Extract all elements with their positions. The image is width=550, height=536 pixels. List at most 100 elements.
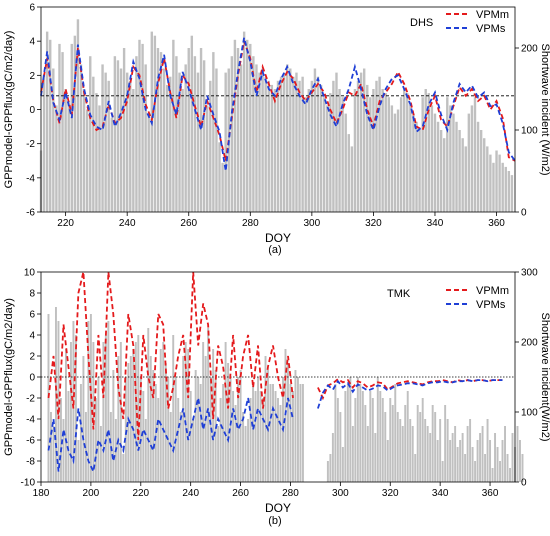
shortwave-bar <box>444 405 447 482</box>
shortwave-bar <box>391 405 394 482</box>
shortwave-bar <box>313 68 317 212</box>
shortwave-bar <box>298 80 301 212</box>
shortwave-bar <box>57 321 60 482</box>
shortwave-bar <box>381 398 384 482</box>
shortwave-bar <box>244 426 247 482</box>
shortwave-bar <box>441 461 444 482</box>
shortwave-bar <box>464 146 467 212</box>
y-left-tick-label: -2 <box>26 394 35 405</box>
shortwave-bar <box>510 175 514 212</box>
shortwave-bar <box>184 64 187 213</box>
shortwave-bar <box>489 154 492 212</box>
shortwave-bar <box>421 97 424 212</box>
y-left-tick-label: 0 <box>29 105 35 116</box>
x-tick-label: 340 <box>427 218 444 229</box>
shortwave-bar <box>258 72 261 212</box>
shortwave-bar <box>73 35 77 213</box>
shortwave-bar <box>474 461 477 482</box>
shortwave-bar <box>129 80 132 212</box>
shortwave-bar <box>481 426 484 482</box>
x-tick-label: 280 <box>242 218 259 229</box>
shortwave-bar <box>366 426 369 482</box>
shortwave-bar <box>249 398 252 482</box>
shortwave-bar <box>299 384 302 482</box>
shortwave-bar <box>464 454 467 482</box>
shortwave-bar <box>69 342 72 482</box>
shortwave-bar <box>307 89 310 212</box>
shortwave-bar <box>52 426 55 482</box>
shortwave-bar <box>449 440 452 482</box>
legend-label-vpms: VPMs <box>476 299 506 311</box>
shortwave-bar <box>495 150 498 212</box>
shortwave-bar <box>421 398 424 482</box>
shortwave-bar <box>452 113 455 212</box>
x-tick-label: 300 <box>304 218 321 229</box>
shortwave-bar <box>446 419 449 482</box>
shortwave-bar <box>339 412 342 482</box>
shortwave-bar <box>484 454 487 482</box>
shortwave-bar <box>381 89 384 212</box>
x-axis-label: DOY <box>265 231 291 245</box>
shortwave-bar <box>125 72 129 212</box>
shortwave-bar <box>411 426 414 482</box>
shortwave-bar <box>516 426 519 482</box>
shortwave-bar <box>273 89 277 212</box>
shortwave-bar <box>67 101 70 212</box>
shortwave-bar <box>162 68 166 212</box>
shortwave-bar <box>479 130 483 212</box>
y-left-tick-label: -8 <box>26 457 35 468</box>
y-left-tick-label: 4 <box>29 37 35 48</box>
shortwave-bar <box>287 363 289 482</box>
shortwave-bar <box>364 405 367 482</box>
shortwave-bar <box>501 440 504 482</box>
shortwave-bar <box>291 391 294 482</box>
x-tick-label: 260 <box>180 218 197 229</box>
panel-b: 180 200 220 240 260 280 300 320 340 360 -10-8-6-4… <box>3 268 550 528</box>
shortwave-bar <box>117 356 120 482</box>
shortwave-bar <box>332 80 335 212</box>
shortwave-bar <box>362 68 366 212</box>
shortwave-bar <box>179 412 182 482</box>
shortwave-bar <box>162 342 165 482</box>
shortwave-bar <box>289 68 292 212</box>
shortwave-bar <box>174 377 177 482</box>
shortwave-bar <box>149 356 152 482</box>
shortwave-bar <box>346 384 349 482</box>
shortwave-bar <box>322 97 326 212</box>
shortwave-bar <box>507 171 511 212</box>
y-left-axis-ticks: -6 -4 -2 0 2 4 6 <box>26 3 41 219</box>
shortwave-bar <box>376 377 379 482</box>
shortwave-bar <box>202 342 205 482</box>
site-label: DHS <box>410 17 433 29</box>
shortwave-bar <box>110 117 113 212</box>
shortwave-bar <box>224 342 227 482</box>
shortwave-bar <box>218 142 221 212</box>
shortwave-bar <box>104 72 107 212</box>
legend-label-vpmm: VPMm <box>476 285 509 297</box>
shortwave-bar <box>292 76 295 212</box>
shortwave-bar <box>61 52 64 212</box>
legend: VPMm VPMs <box>446 285 509 311</box>
shortwave-bar <box>113 56 117 213</box>
shortwave-bar <box>469 419 472 482</box>
shortwave-bar <box>182 356 185 482</box>
shortwave-bar <box>282 72 286 212</box>
shortwave-bar <box>230 56 234 213</box>
shortwave-bar <box>102 342 105 482</box>
shortwave-bar <box>116 60 120 212</box>
shortwave-bar <box>89 56 92 213</box>
y-left-tick-label: 8 <box>29 289 35 300</box>
shortwave-bar <box>501 162 504 212</box>
shortwave-bar <box>267 80 270 212</box>
shortwave-bar <box>304 97 307 212</box>
x-tick-label: 200 <box>83 488 100 499</box>
legend: VPMm VPMs <box>446 9 509 35</box>
shortwave-bar <box>132 349 135 482</box>
shortwave-bar <box>301 76 304 212</box>
series-lines <box>40 37 516 172</box>
shortwave-bar <box>359 384 362 482</box>
shortwave-bar <box>443 138 446 212</box>
shortwave-bar <box>237 377 240 482</box>
shortwave-bar <box>234 405 237 482</box>
shortwave-bar <box>209 80 212 212</box>
